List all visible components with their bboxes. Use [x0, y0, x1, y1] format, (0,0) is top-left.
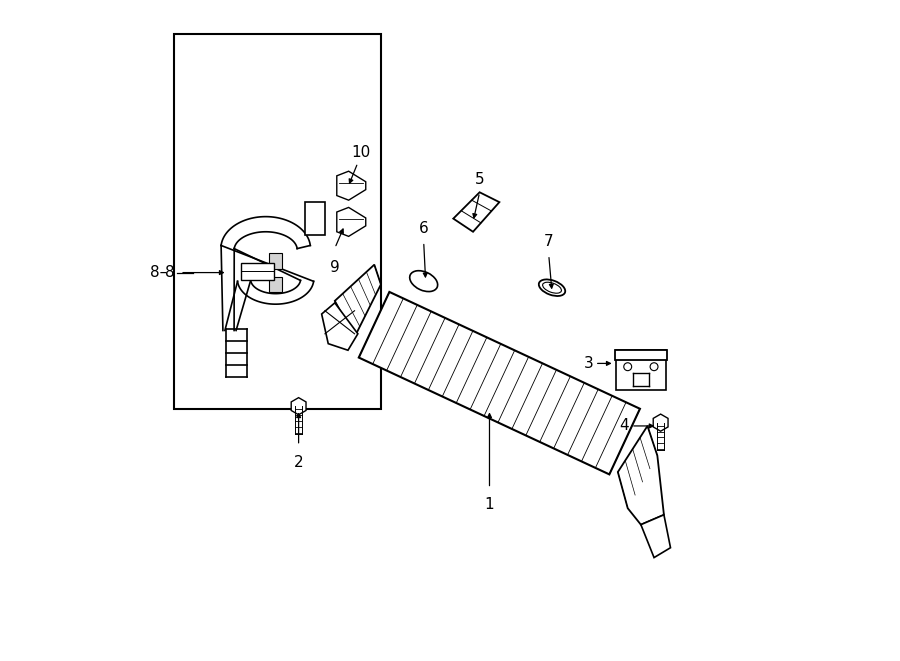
Circle shape — [624, 363, 632, 371]
Polygon shape — [653, 414, 668, 431]
Polygon shape — [292, 398, 306, 414]
Text: 10: 10 — [352, 145, 371, 160]
Text: 3: 3 — [583, 356, 593, 371]
Text: 2: 2 — [293, 455, 303, 470]
Polygon shape — [641, 515, 670, 558]
Polygon shape — [269, 276, 283, 292]
Ellipse shape — [539, 280, 565, 296]
Polygon shape — [454, 192, 500, 232]
Polygon shape — [615, 350, 667, 360]
Polygon shape — [337, 171, 365, 200]
Polygon shape — [321, 303, 358, 350]
Text: 8–: 8– — [149, 265, 167, 280]
Text: 1: 1 — [485, 498, 494, 512]
Polygon shape — [269, 253, 283, 268]
Text: 6: 6 — [418, 221, 428, 236]
Polygon shape — [617, 426, 664, 525]
Text: 9: 9 — [330, 260, 339, 276]
Polygon shape — [337, 208, 365, 237]
Polygon shape — [241, 262, 274, 280]
Polygon shape — [335, 264, 381, 337]
Text: 8: 8 — [166, 265, 176, 280]
Text: 5: 5 — [475, 172, 484, 186]
Circle shape — [650, 363, 658, 371]
Polygon shape — [359, 292, 640, 475]
FancyBboxPatch shape — [616, 350, 666, 390]
Bar — [174, 34, 381, 409]
Ellipse shape — [410, 271, 437, 292]
Text: 4: 4 — [619, 418, 629, 434]
Ellipse shape — [543, 282, 562, 293]
Text: 7: 7 — [544, 234, 554, 249]
Polygon shape — [305, 202, 325, 235]
